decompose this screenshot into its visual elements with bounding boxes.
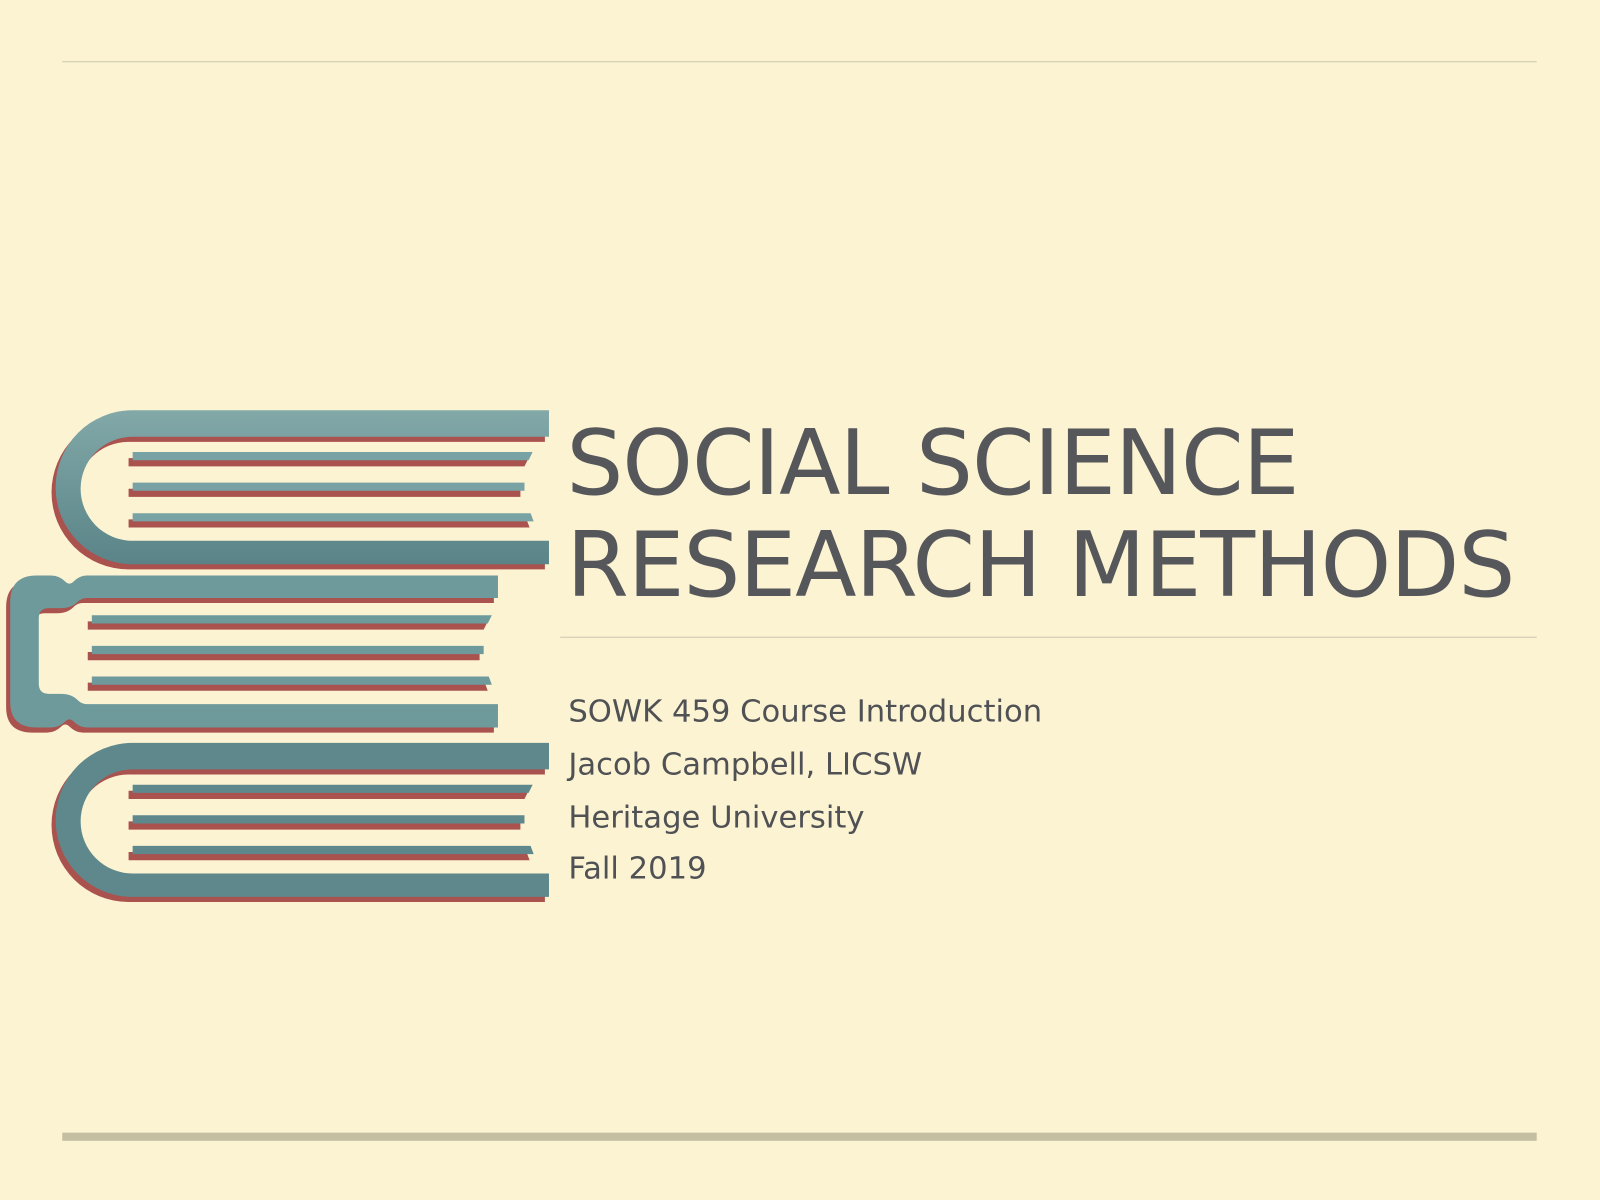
book-top [51, 410, 549, 570]
instructor-name: Jacob Campbell, LICSW [568, 746, 923, 783]
course-name: SOWK 459 Course Introduction [568, 693, 1043, 730]
institution: Heritage University [568, 799, 865, 836]
top-rule [62, 61, 1537, 63]
book-middle [6, 575, 498, 733]
title-line-2: RESEARCH METHODS [566, 512, 1515, 618]
book-bottom [51, 742, 549, 903]
title-line-1: SOCIAL SCIENCE [566, 410, 1299, 516]
bottom-bar [62, 1132, 1537, 1141]
term: Fall 2019 [568, 851, 707, 887]
title-divider [560, 636, 1537, 638]
